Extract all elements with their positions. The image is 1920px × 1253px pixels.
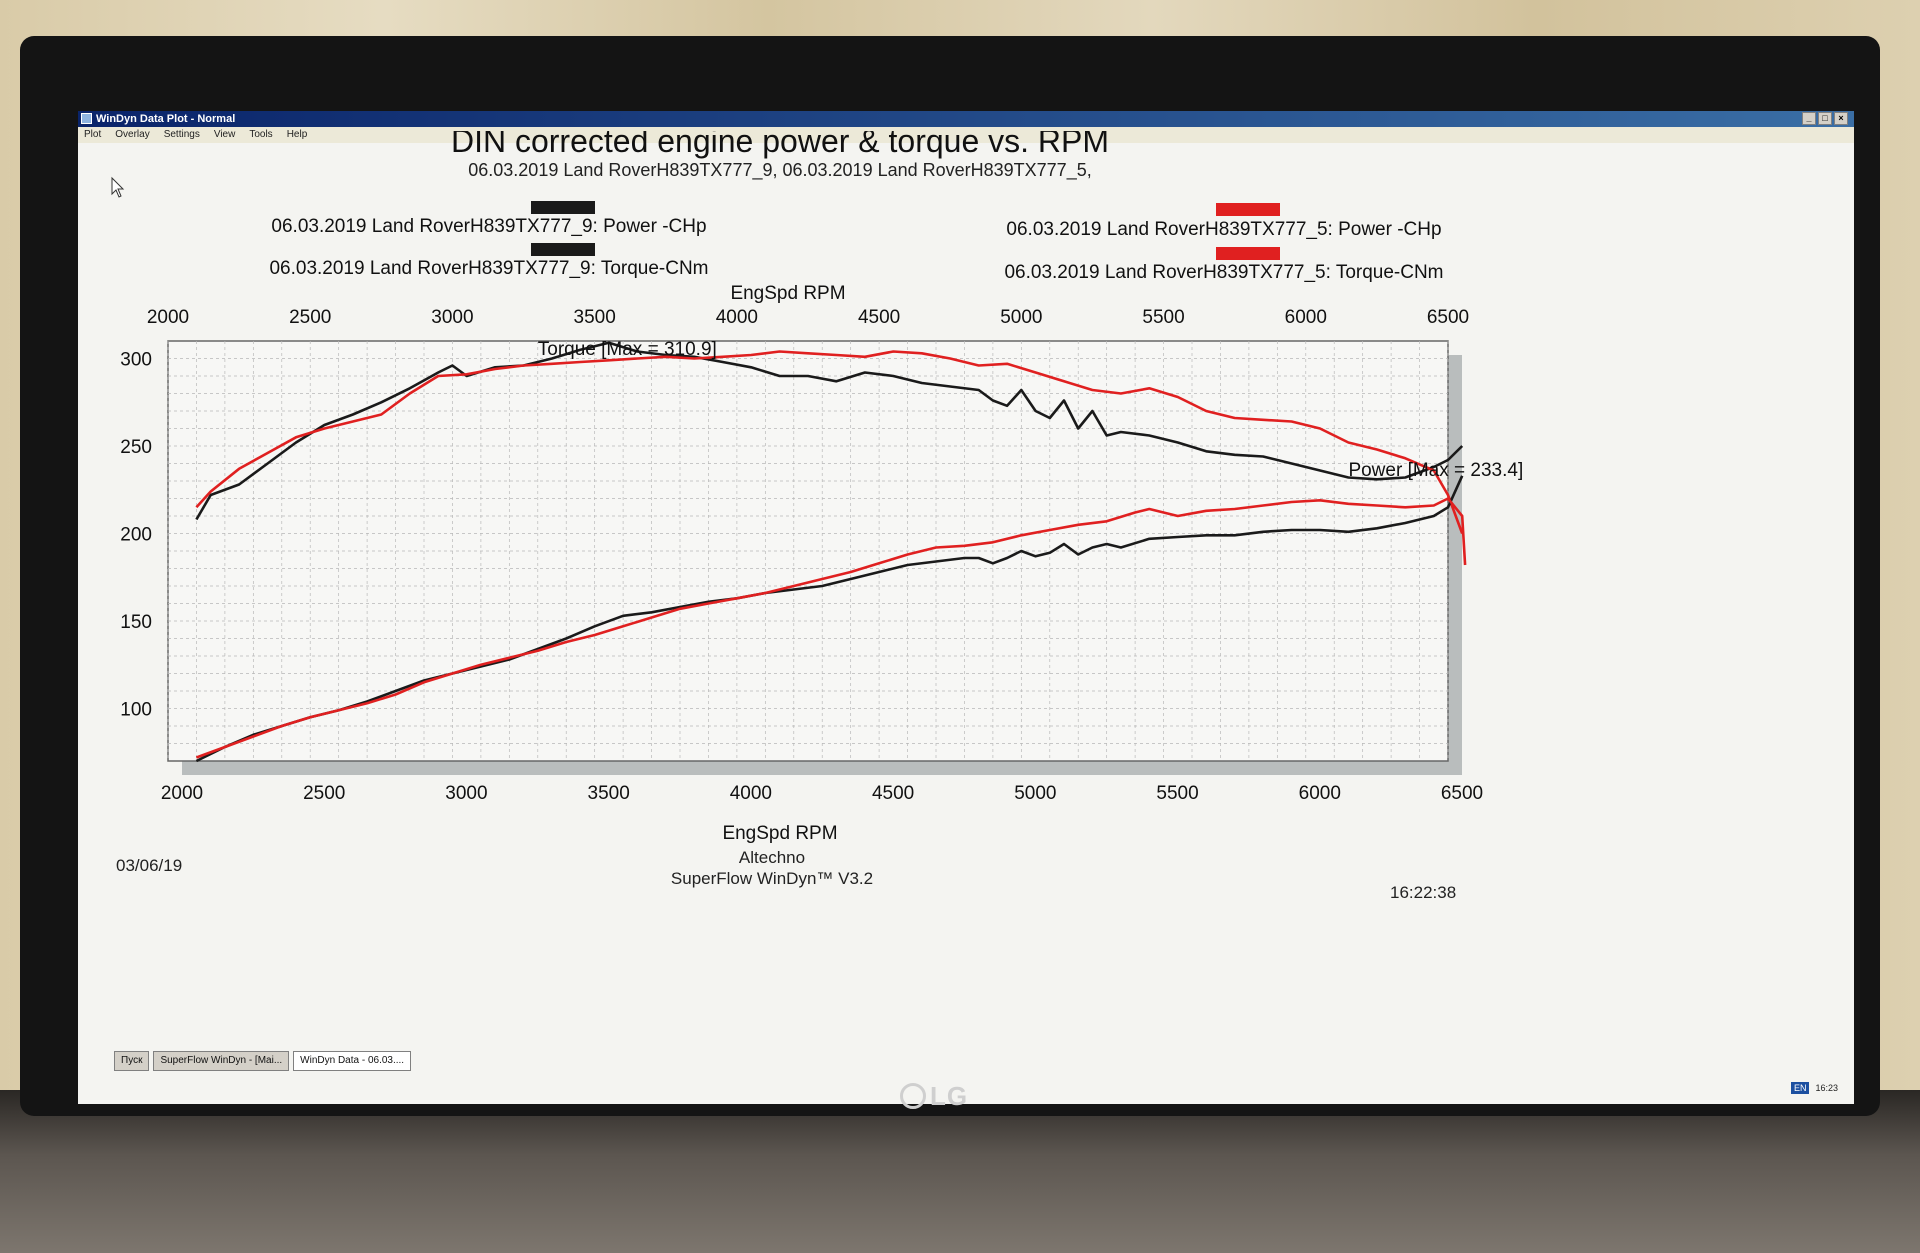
menu-overlay[interactable]: Overlay: [115, 129, 150, 140]
x-tick-label-top: 3000: [431, 307, 473, 328]
legend-swatch-torque-run9: [531, 243, 595, 256]
footer-company: Altechno: [739, 848, 805, 867]
x-tick-label-bottom: 6500: [1441, 783, 1483, 804]
plot-area: 2000 2000 2500 2500 3000 3000 3500 3500 4000 4000…: [120, 307, 1523, 804]
legend-swatch-power-run5: [1216, 203, 1280, 216]
x-tick-label-bottom: 4500: [872, 783, 914, 804]
window-title: WinDyn Data Plot - Normal: [96, 113, 236, 125]
chart-subtitle: 06.03.2019 Land RoverH839TX777_9, 06.03.…: [468, 160, 1091, 181]
y-tick-label: 200: [120, 525, 152, 546]
x-axis-label-bottom: EngSpd RPM: [722, 823, 837, 844]
x-tick-label-top: 2500: [289, 307, 331, 328]
x-tick-label-bottom: 2000: [161, 783, 203, 804]
plot-frame: [167, 340, 1449, 762]
annotation-0: Torque [Max = 310.9]: [538, 339, 717, 360]
series-line-0: [195, 341, 1464, 521]
taskbar: Пуск SuperFlow WinDyn - [Mai... WinDyn D…: [114, 1051, 424, 1071]
lg-circle-icon: [900, 1083, 926, 1109]
legend-swatch-torque-run5: [1216, 247, 1280, 260]
app-icon: [81, 113, 92, 124]
annotation-1: Power [Max = 233.4]: [1348, 460, 1523, 481]
x-tick-label-bottom: 2500: [303, 783, 345, 804]
x-tick-label-bottom: 5500: [1156, 783, 1198, 804]
monitor-brand-logo: LG: [900, 1081, 968, 1112]
x-tick-label-bottom: 5000: [1014, 783, 1056, 804]
x-tick-label-bottom: 6000: [1299, 783, 1341, 804]
monitor-bezel: WinDyn Data Plot - Normal _ □ × Plot Ove…: [20, 36, 1880, 1116]
menu-bar: Plot Overlay Settings View Tools Help: [78, 127, 1854, 143]
taskbar-item-windyn-data[interactable]: WinDyn Data - 06.03....: [293, 1051, 412, 1071]
tray-clock: 16:23: [1815, 1083, 1838, 1093]
x-tick-label-top: 4500: [858, 307, 900, 328]
y-tick-label: 100: [120, 700, 152, 721]
y-tick-label: 250: [120, 437, 152, 458]
menu-settings[interactable]: Settings: [163, 129, 200, 140]
taskbar-item-windyn-main[interactable]: SuperFlow WinDyn - [Mai...: [153, 1051, 290, 1071]
y-tick-label: 300: [120, 350, 152, 371]
legend-label-torque-run9: 06.03.2019 Land RoverH839TX777_9: Torque…: [269, 258, 708, 279]
start-button[interactable]: Пуск: [114, 1051, 150, 1071]
x-tick-label-top: 4000: [716, 307, 758, 328]
window-titlebar[interactable]: WinDyn Data Plot - Normal _ □ ×: [78, 111, 1854, 127]
x-tick-label-bottom: 3000: [445, 783, 487, 804]
screen: WinDyn Data Plot - Normal _ □ × Plot Ove…: [78, 111, 1854, 1104]
close-button[interactable]: ×: [1834, 112, 1848, 125]
language-indicator[interactable]: EN: [1790, 1082, 1810, 1094]
menu-tools[interactable]: Tools: [249, 129, 273, 140]
maximize-button[interactable]: □: [1818, 112, 1832, 125]
x-tick-label-top: 5500: [1142, 307, 1184, 328]
mouse-cursor-icon: [111, 176, 125, 198]
x-tick-label-top: 6500: [1427, 307, 1469, 328]
legend-label-torque-run5: 06.03.2019 Land RoverH839TX777_5: Torque…: [1004, 262, 1443, 283]
menu-view[interactable]: View: [213, 129, 236, 140]
menu-help[interactable]: Help: [286, 129, 308, 140]
minimize-button[interactable]: _: [1802, 112, 1816, 125]
system-tray: EN 16:23: [1790, 1079, 1838, 1097]
x-tick-label-bottom: 3500: [588, 783, 630, 804]
menu-plot[interactable]: Plot: [84, 129, 102, 140]
monitor-brand-text: LG: [930, 1081, 969, 1111]
series-line-1: [195, 350, 1464, 534]
x-tick-label-top: 5000: [1000, 307, 1042, 328]
dyno-chart: DIN corrected engine power & torque vs. …: [111, 131, 1523, 902]
x-tick-label-top: 6000: [1285, 307, 1327, 328]
footer-software: SuperFlow WinDyn™ V3.2: [671, 869, 873, 888]
series-line-3: [195, 497, 1467, 759]
x-tick-label-top: 2000: [147, 307, 189, 328]
footer-date: 03/06/19: [116, 856, 182, 875]
legend-swatch-power-run9: [531, 201, 595, 214]
legend-label-power-run5: 06.03.2019 Land RoverH839TX777_5: Power …: [1006, 219, 1441, 240]
desk-background: [0, 1090, 1920, 1253]
x-tick-label-bottom: 4000: [730, 783, 772, 804]
x-axis-label-top: EngSpd RPM: [730, 283, 845, 304]
x-tick-label-top: 3500: [574, 307, 616, 328]
window-controls: _ □ ×: [1802, 112, 1848, 125]
chart-title: DIN corrected engine power & torque vs. …: [451, 131, 1109, 159]
y-tick-label: 150: [120, 612, 152, 633]
legend-label-power-run9: 06.03.2019 Land RoverH839TX777_9: Power …: [271, 216, 706, 237]
footer-time: 16:22:38: [1390, 883, 1456, 902]
